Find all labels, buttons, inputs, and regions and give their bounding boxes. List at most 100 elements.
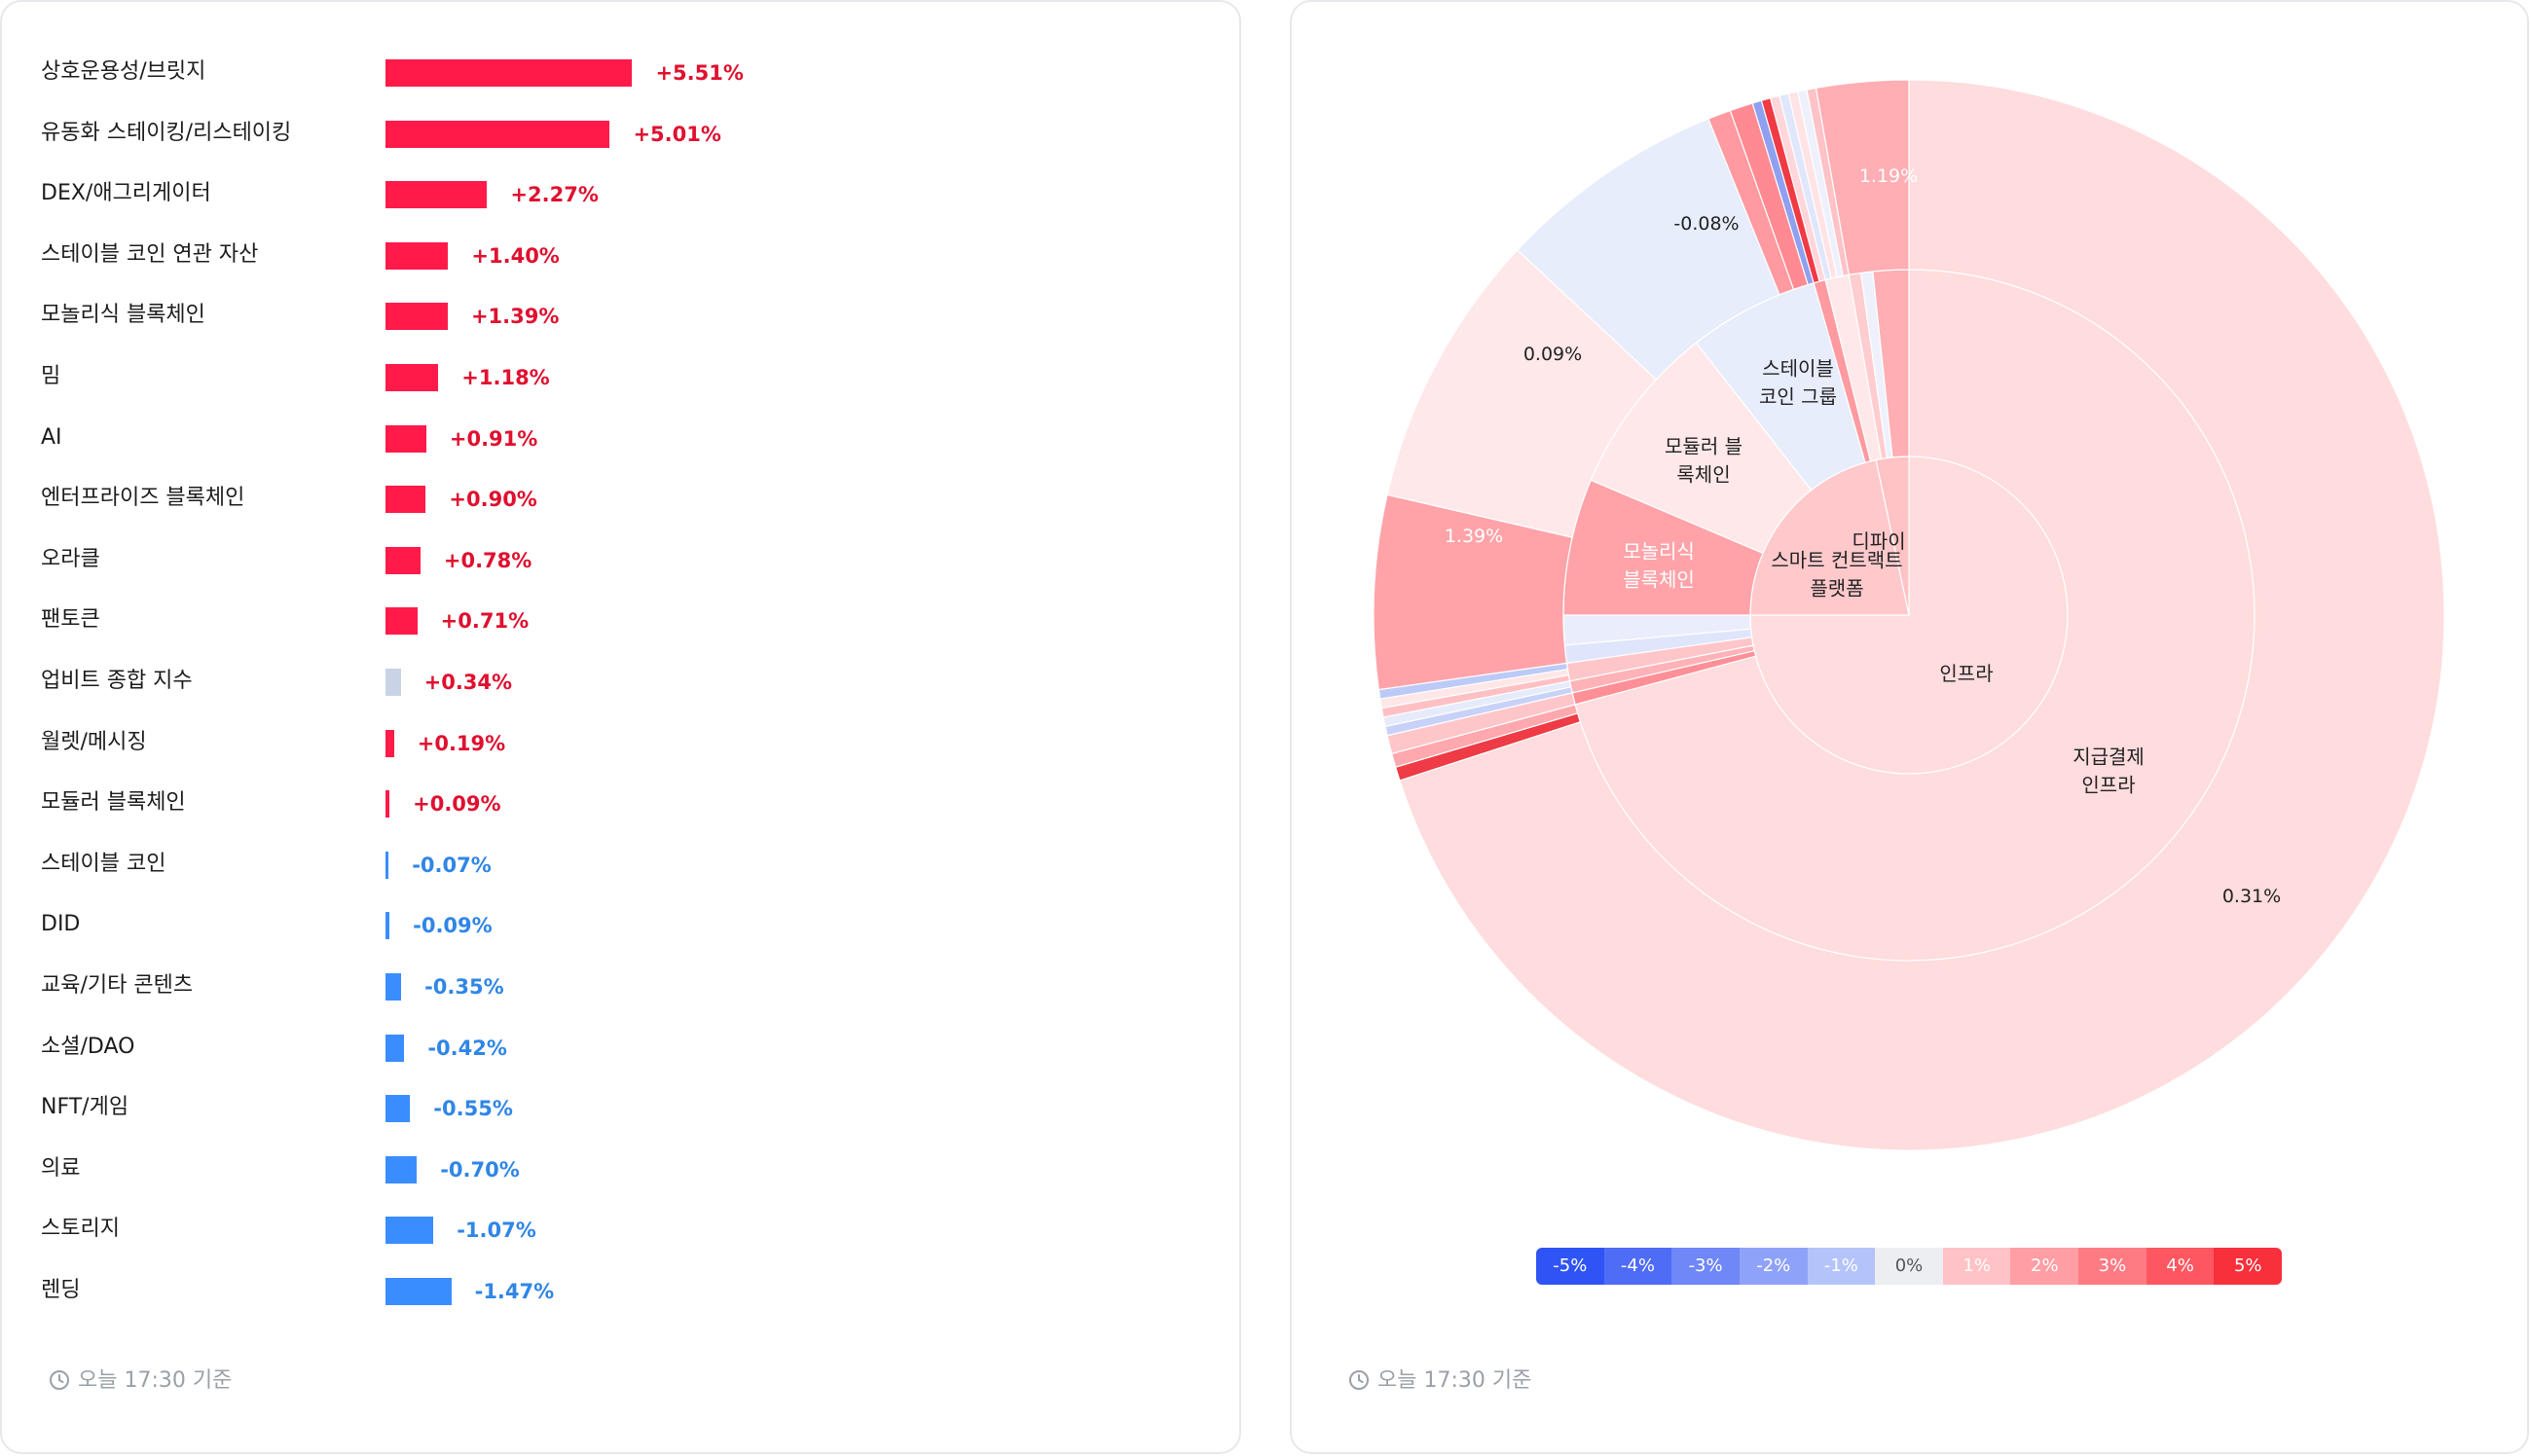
legend-cell: -5%: [1536, 1248, 1604, 1285]
color-legend: -5% -4% -3% -2% -1% 0% 1% 2% 3% 4% 5%: [1536, 1248, 2282, 1285]
bar: [385, 364, 439, 391]
clock-icon: [50, 1370, 69, 1390]
bar-category-label: 교육/기타 콘텐츠: [41, 973, 194, 998]
bar-value-label: -0.07%: [412, 853, 492, 877]
legend-cell: 1%: [1942, 1248, 2011, 1285]
legend-cell: 2%: [2010, 1248, 2079, 1285]
bar-value-label: +5.01%: [633, 122, 721, 146]
bar-value-label: -1.07%: [457, 1219, 536, 1243]
bar-category-label: 월렛/메시징: [41, 729, 147, 754]
sunburst-label-middle: 지급결제 인프라: [2072, 746, 2145, 797]
bar-value-label: +2.27%: [510, 183, 599, 207]
bar-category-label: 스테이블 코인: [41, 851, 166, 876]
bar-row: 오라클 +0.78%: [2, 540, 1243, 579]
bar-row: 모듈러 블록체인 +0.09%: [2, 783, 1243, 822]
bar-value-label: -0.09%: [413, 914, 493, 938]
bar: [385, 912, 390, 940]
bar-row: 유동화 스테이킹/리스테이킹 +5.01%: [2, 114, 1243, 153]
bar: [385, 424, 426, 453]
bar-value-label: -0.42%: [427, 1036, 507, 1060]
bar-chart-card: 상호운용성/브릿지 +5.51% 유동화 스테이킹/리스테이킹 +5.01% DEX/애…: [0, 0, 1241, 1454]
bar-category-label: NFT/게임: [41, 1095, 129, 1120]
bar-row: 소셜/DAO -0.42%: [2, 1028, 1243, 1067]
bar-row: DEX/애그리게이터 +2.27%: [2, 174, 1243, 213]
bar-value-label: +0.78%: [443, 548, 532, 572]
bar-value-label: -1.47%: [474, 1280, 555, 1303]
bar: [385, 669, 401, 696]
bar: [385, 729, 394, 757]
bar: [385, 1155, 418, 1183]
bar-category-label: DEX/애그리게이터: [41, 181, 211, 206]
sunburst-label-outer: 0.31%: [2222, 886, 2281, 907]
left-footer-text: 오늘 17:30 기준: [78, 1368, 233, 1393]
legend-cell: 4%: [2146, 1248, 2215, 1285]
bar: [385, 973, 402, 1001]
sunburst-label-middle: 모듈러 블 록체인: [1665, 435, 1742, 487]
bar: [385, 1278, 452, 1305]
bar-value-label: +5.51%: [655, 61, 744, 85]
bar-row: 월렛/메시징 +0.19%: [2, 723, 1243, 762]
bar-category-label: 밈: [41, 364, 61, 388]
bar-row: 업비트 종합 지수 +0.34%: [2, 662, 1243, 701]
bar: [385, 303, 448, 331]
bar-category-label: AI: [41, 424, 62, 450]
bar-row: 밈 +1.18%: [2, 357, 1243, 396]
bar: [385, 1034, 405, 1062]
bar-value-label: -0.55%: [433, 1097, 513, 1121]
bar-value-label: -0.70%: [440, 1157, 520, 1182]
bar-row: 교육/기타 콘텐츠 -0.35%: [2, 966, 1243, 1005]
bar-row: 모놀리식 블록체인 +1.39%: [2, 296, 1243, 335]
bar: [385, 1095, 411, 1123]
sunburst-label-outer: -0.08%: [1673, 213, 1739, 235]
legend-cell: 3%: [2078, 1248, 2146, 1285]
bar-category-label: 소셜/DAO: [41, 1034, 135, 1059]
bar-category-label: 스토리지: [41, 1217, 120, 1242]
legend-cell: -3%: [1671, 1248, 1740, 1285]
sunburst-label-outer: 1.19%: [1859, 165, 1918, 187]
bar: [385, 486, 426, 514]
bar-row: 렌딩 -1.47%: [2, 1271, 1243, 1310]
bar-value-label: +0.90%: [449, 488, 537, 512]
bar-value-label: +0.91%: [449, 426, 538, 451]
bar-value-label: +1.18%: [461, 366, 550, 389]
bar: [385, 181, 488, 209]
bar-row: DID -0.09%: [2, 905, 1243, 944]
sunburst-label-outer: 1.39%: [1445, 526, 1503, 547]
legend-cell: -1%: [1807, 1248, 1876, 1285]
bar-category-label: 엔터프라이즈 블록체인: [41, 486, 245, 511]
sunburst-label-middle: 모놀리식 블록체인: [1623, 540, 1695, 592]
right-footer-text: 오늘 17:30 기준: [1377, 1368, 1532, 1393]
bar-row: NFT/게임 -0.55%: [2, 1088, 1243, 1127]
bar-category-label: 상호운용성/브릿지: [41, 59, 206, 84]
bar-category-label: 팬토큰: [41, 607, 100, 633]
bar: [385, 546, 421, 574]
bar-value-label: +0.71%: [440, 609, 530, 634]
legend-cell: 5%: [2214, 1248, 2282, 1285]
legend-cell: -2%: [1739, 1248, 1808, 1285]
bar: [385, 790, 390, 819]
bar: [385, 851, 389, 879]
bar-category-label: 렌딩: [41, 1278, 81, 1302]
bar-row: 팬토큰 +0.71%: [2, 601, 1243, 639]
bar-category-label: 유동화 스테이킹/리스테이킹: [41, 120, 292, 145]
bar-row: 스테이블 코인 -0.07%: [2, 845, 1243, 884]
right-footer: 오늘 17:30 기준: [1348, 1363, 1531, 1394]
legend-cell: 0%: [1875, 1248, 1943, 1285]
bar: [385, 1217, 434, 1245]
bar-row: 스테이블 코인 연관 자산 +1.40%: [2, 236, 1243, 274]
bar-value-label: +1.39%: [470, 305, 560, 329]
bar-category-label: 의료: [41, 1155, 81, 1181]
bar-value-label: +0.19%: [417, 731, 506, 755]
bar-row: 스토리지 -1.07%: [2, 1210, 1243, 1249]
bar-row: 상호운용성/브릿지 +5.51%: [2, 53, 1243, 91]
sunburst-label-middle: 스테이블 코인 그룹: [1759, 357, 1837, 409]
bar-row: AI +0.91%: [2, 419, 1243, 457]
left-footer: 오늘 17:30 기준: [49, 1363, 232, 1394]
sunburst-label-outer: 0.09%: [1523, 344, 1582, 365]
bar-value-label: +1.40%: [471, 243, 560, 268]
bar: [385, 607, 418, 636]
bar: [385, 59, 633, 87]
bar-category-label: 스테이블 코인 연관 자산: [41, 241, 259, 267]
bar-category-label: DID: [41, 912, 81, 937]
